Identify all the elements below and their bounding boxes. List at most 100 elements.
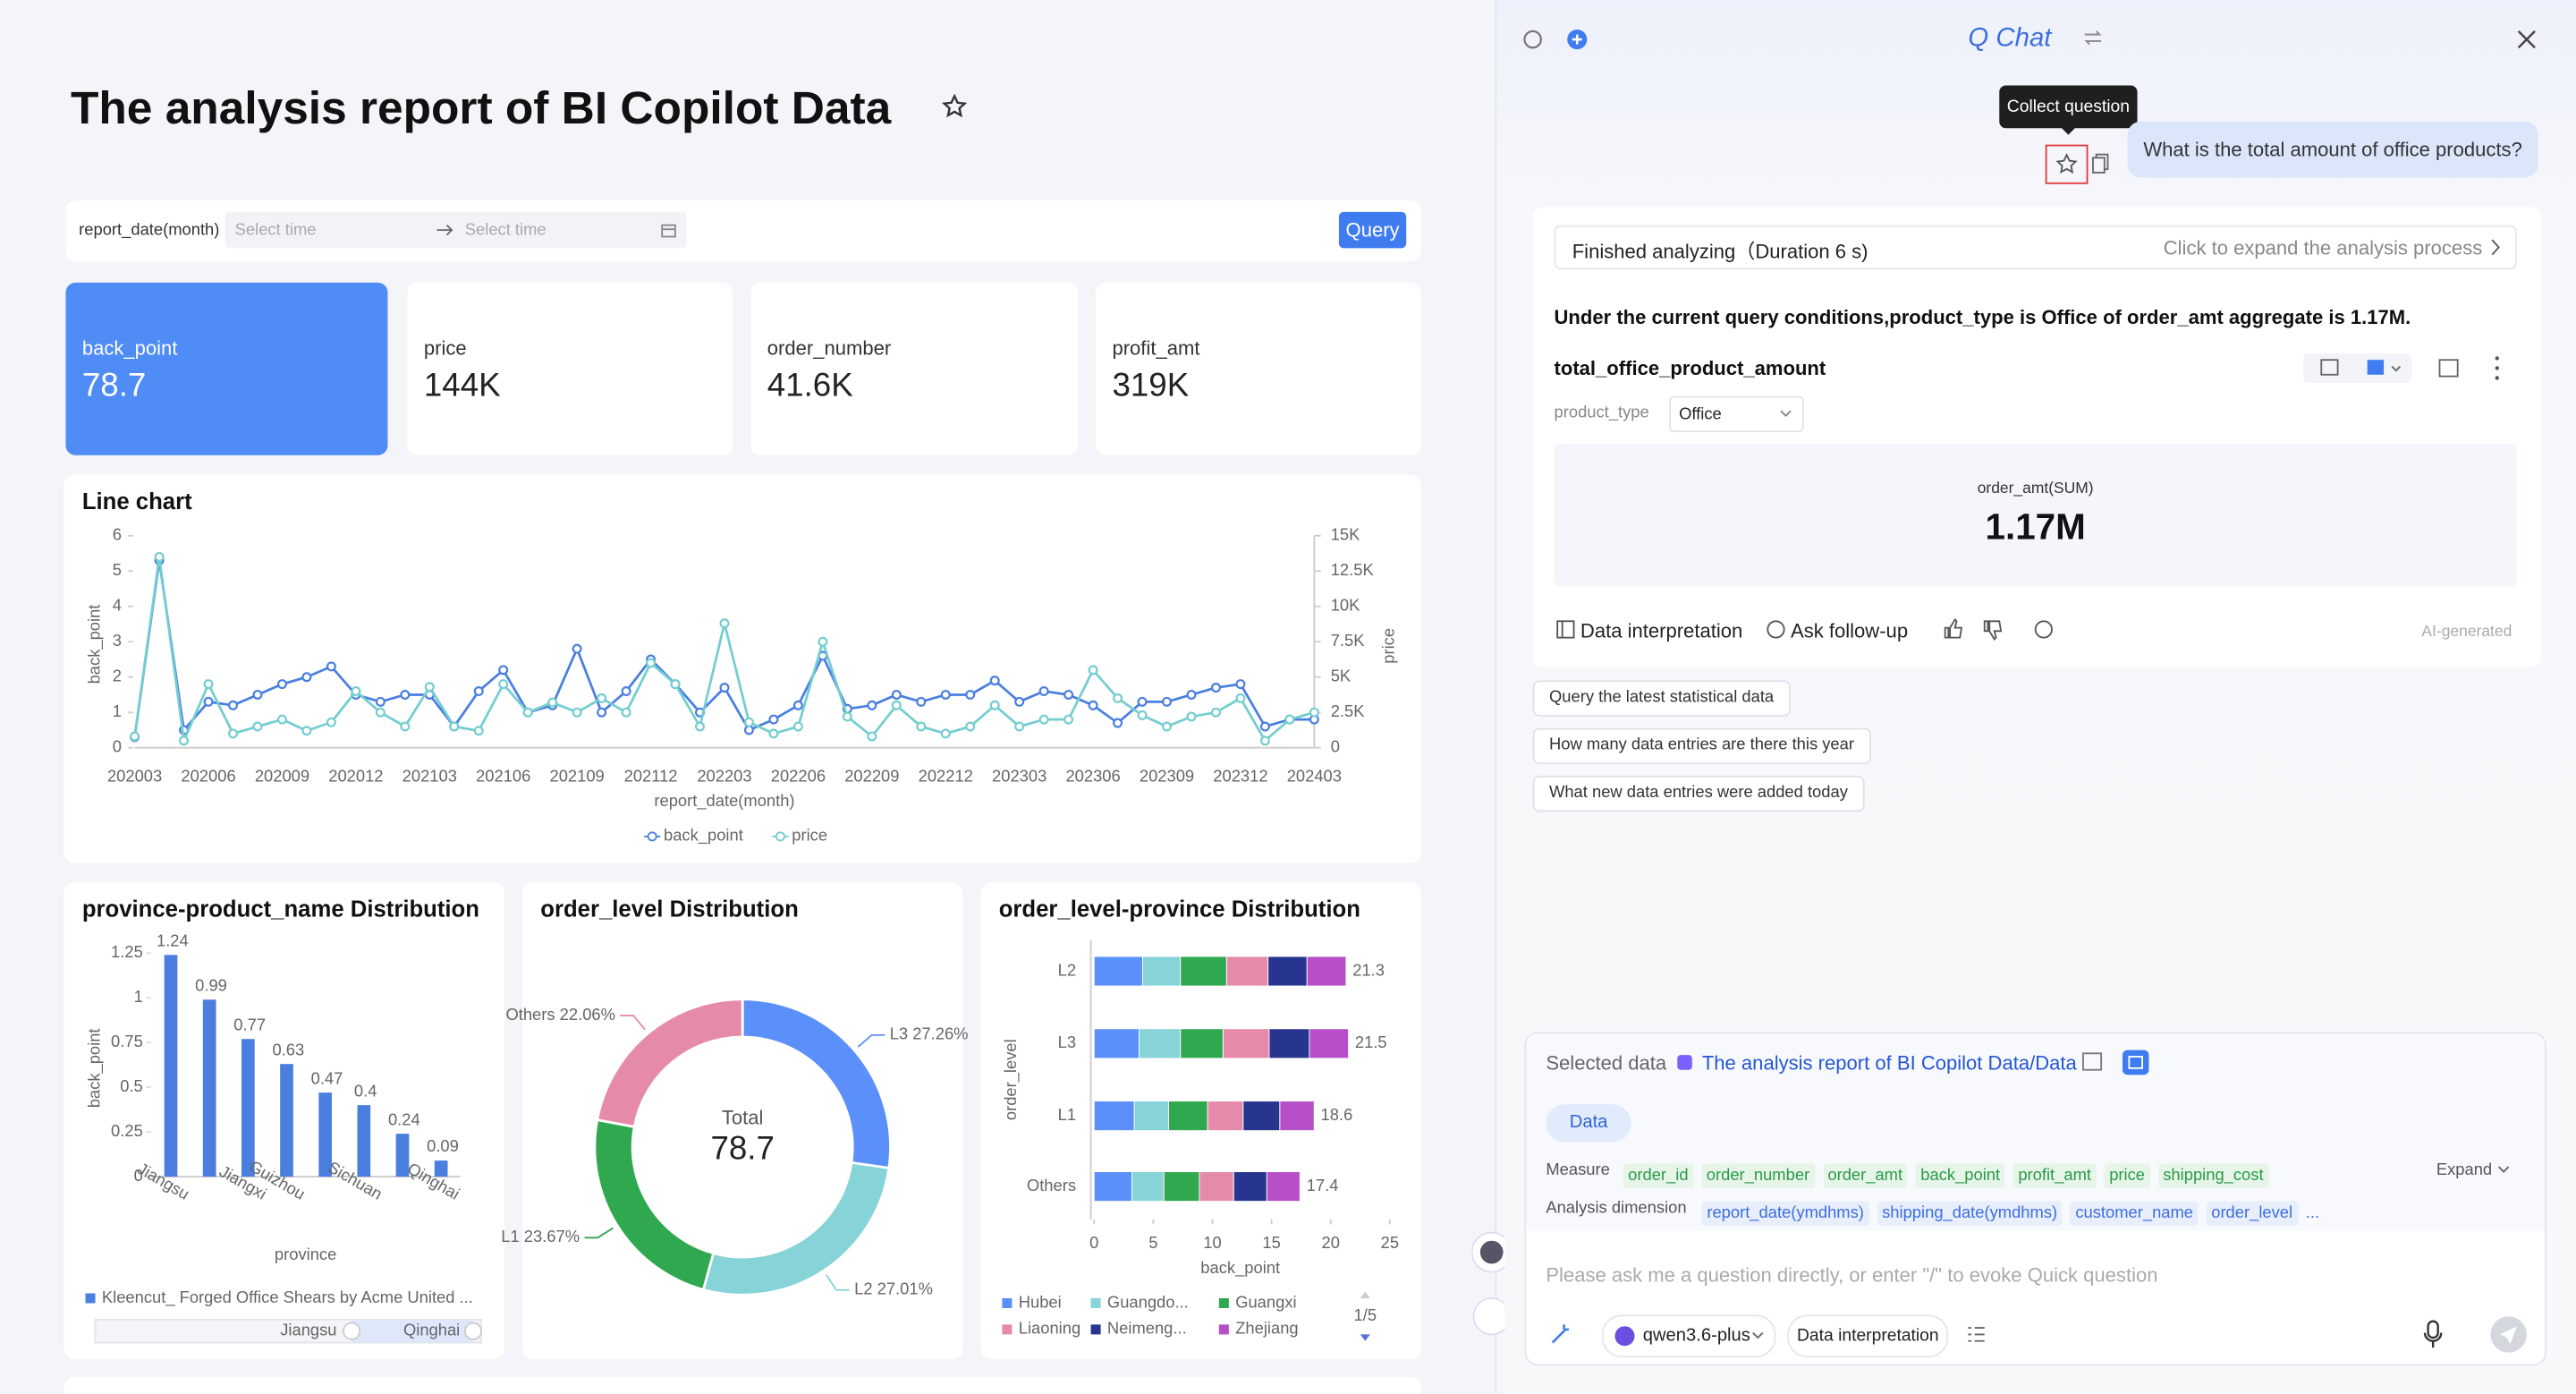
suggestion-chip[interactable]: What new data entries were added today — [1532, 775, 1865, 812]
y-tick-label: Others — [1027, 1176, 1076, 1194]
kpi-card[interactable]: profit_amt 319K — [1096, 282, 1421, 455]
status-text: Finished analyzing（Duration 6 s) — [1572, 240, 1868, 263]
expand-link[interactable]: Click to expand the analysis process — [2163, 236, 2483, 260]
side-avatars[interactable] — [1471, 1226, 1505, 1341]
expand-button[interactable]: Expand — [2436, 1161, 2493, 1180]
measure-tag[interactable]: order_amt — [1822, 1163, 1908, 1188]
bar-segment — [1279, 1101, 1315, 1132]
measure-tag[interactable]: shipping_cost — [2157, 1163, 2269, 1188]
source-tools[interactable] — [2081, 1049, 2154, 1076]
measure-tag[interactable]: order_id — [1623, 1163, 1694, 1188]
kpi-card[interactable]: price 144K — [407, 282, 733, 455]
date-range[interactable]: Select time Select time — [225, 211, 687, 249]
end-input[interactable]: Select time — [464, 221, 547, 241]
answer-card: Finished analyzing（Duration 6 s) Click t… — [1532, 207, 2542, 667]
data-point — [227, 700, 239, 710]
selected-label: Selected data — [1546, 1051, 1667, 1075]
data-point — [792, 700, 803, 710]
data-tab[interactable]: Data — [1546, 1104, 1631, 1143]
action-button[interactable]: Data interpretation — [1580, 619, 1743, 643]
feedback-icons[interactable] — [1942, 617, 2057, 642]
legend-marker — [1218, 1324, 1229, 1335]
header-icons[interactable] — [1521, 28, 1594, 51]
x-tick-label: 202106 — [476, 767, 530, 786]
data-point — [1309, 707, 1319, 718]
answer-text: Under the current query conditions,produ… — [1554, 305, 2411, 329]
data-point — [768, 714, 779, 725]
star-icon[interactable] — [941, 93, 968, 120]
y-tick-label: L3 — [1058, 1033, 1076, 1051]
kpi-card[interactable]: order_number 41.6K — [750, 282, 1078, 455]
dimension-tag[interactable]: customer_name — [2070, 1201, 2199, 1227]
data-label: 0.24 — [388, 1109, 420, 1128]
data-point — [916, 696, 927, 707]
bar-segment — [1093, 1171, 1133, 1203]
result-title: total_office_product_amount — [1554, 356, 1826, 380]
bar — [318, 1092, 333, 1177]
more-dimensions[interactable]: ... — [2305, 1204, 2320, 1223]
query-button[interactable]: Query — [1338, 211, 1407, 249]
chevron-icon — [2497, 1166, 2510, 1173]
status-box[interactable]: Finished analyzing（Duration 6 s) Click t… — [1554, 225, 2517, 270]
kpi-card[interactable]: back_point 78.7 — [65, 282, 388, 455]
data-point — [719, 683, 730, 693]
y2-tick-label: 5K — [1331, 667, 1352, 685]
model-select[interactable]: qwen3.6-plus — [1601, 1314, 1776, 1358]
close-button[interactable] — [2517, 30, 2537, 49]
x-tick-label: 202209 — [844, 767, 899, 786]
chat-input[interactable]: Please ask me a question directly, or en… — [1546, 1263, 2158, 1288]
data-point — [743, 725, 754, 735]
mic-icon[interactable] — [2421, 1320, 2445, 1349]
swap-icon[interactable] — [2083, 28, 2103, 47]
data-point — [1014, 721, 1025, 732]
legend-marker — [1090, 1324, 1101, 1335]
copy-icon[interactable] — [2091, 153, 2111, 174]
book-icon — [1556, 620, 1575, 639]
selected-source[interactable]: The analysis report of BI Copilot Data/D… — [1701, 1051, 2077, 1075]
measure-tag[interactable]: profit_amt — [2012, 1163, 2097, 1188]
mode-button[interactable]: Data interpretation — [1787, 1314, 1949, 1358]
kpi-value: 319K — [1112, 368, 1190, 404]
bar-segment — [1222, 1028, 1270, 1059]
data-point — [768, 728, 779, 739]
data-point — [891, 700, 902, 710]
start-input[interactable]: Select time — [234, 221, 317, 241]
suggestion-chip[interactable]: Query the latest statistical data — [1532, 680, 1791, 717]
data-point — [154, 551, 165, 562]
filter-select[interactable]: Office — [1669, 395, 1804, 433]
chat-icon — [1767, 620, 1785, 639]
data-point — [1113, 718, 1123, 728]
send-button[interactable] — [2489, 1314, 2529, 1354]
legend-marker — [775, 831, 785, 842]
result-toolbar[interactable] — [2301, 352, 2512, 385]
charts-layer: Line chart 0 1 2 3 4 5 6 0 2.5K 5K 7.5K 10K 12.5K 15K 2… — [82, 489, 1399, 1344]
data-label: 0.77 — [233, 1015, 266, 1033]
data-point — [1284, 714, 1295, 725]
measure-tag[interactable]: order_number — [1701, 1163, 1815, 1188]
data-point — [572, 643, 582, 654]
data-point — [1235, 679, 1246, 690]
x-tick-label: 202312 — [1213, 767, 1267, 786]
collect-button[interactable] — [2045, 144, 2089, 184]
measure-tag[interactable]: price — [2104, 1163, 2150, 1188]
y-axis-label: back_point — [84, 1028, 104, 1108]
data-label: 1.24 — [157, 931, 189, 949]
action-button[interactable]: Ask follow-up — [1791, 619, 1909, 643]
suggestion-chip[interactable]: How many data entries are there this yea… — [1532, 727, 1871, 765]
data-point — [375, 696, 386, 707]
measure-tag[interactable]: back_point — [1915, 1163, 2005, 1188]
data-point — [1137, 710, 1148, 720]
x-tick-label: 0 — [1089, 1233, 1098, 1252]
bar-segment — [1225, 956, 1269, 987]
list-icon[interactable] — [1967, 1326, 1987, 1342]
magic-icon[interactable] — [1549, 1323, 1572, 1347]
dimension-tag[interactable]: report_date(ymdhms) — [1701, 1201, 1869, 1227]
dimension-tag[interactable]: order_level — [2206, 1201, 2298, 1227]
data-point — [621, 707, 631, 718]
bar-segment — [1093, 1101, 1135, 1132]
y2-tick-label: 15K — [1331, 525, 1360, 544]
legend-arrow-down — [1360, 1334, 1370, 1341]
data-label: 0.09 — [427, 1136, 459, 1155]
dimension-tag[interactable]: shipping_date(ymdhms) — [1877, 1201, 2063, 1227]
slice-label: L2 27.01% — [854, 1279, 933, 1298]
